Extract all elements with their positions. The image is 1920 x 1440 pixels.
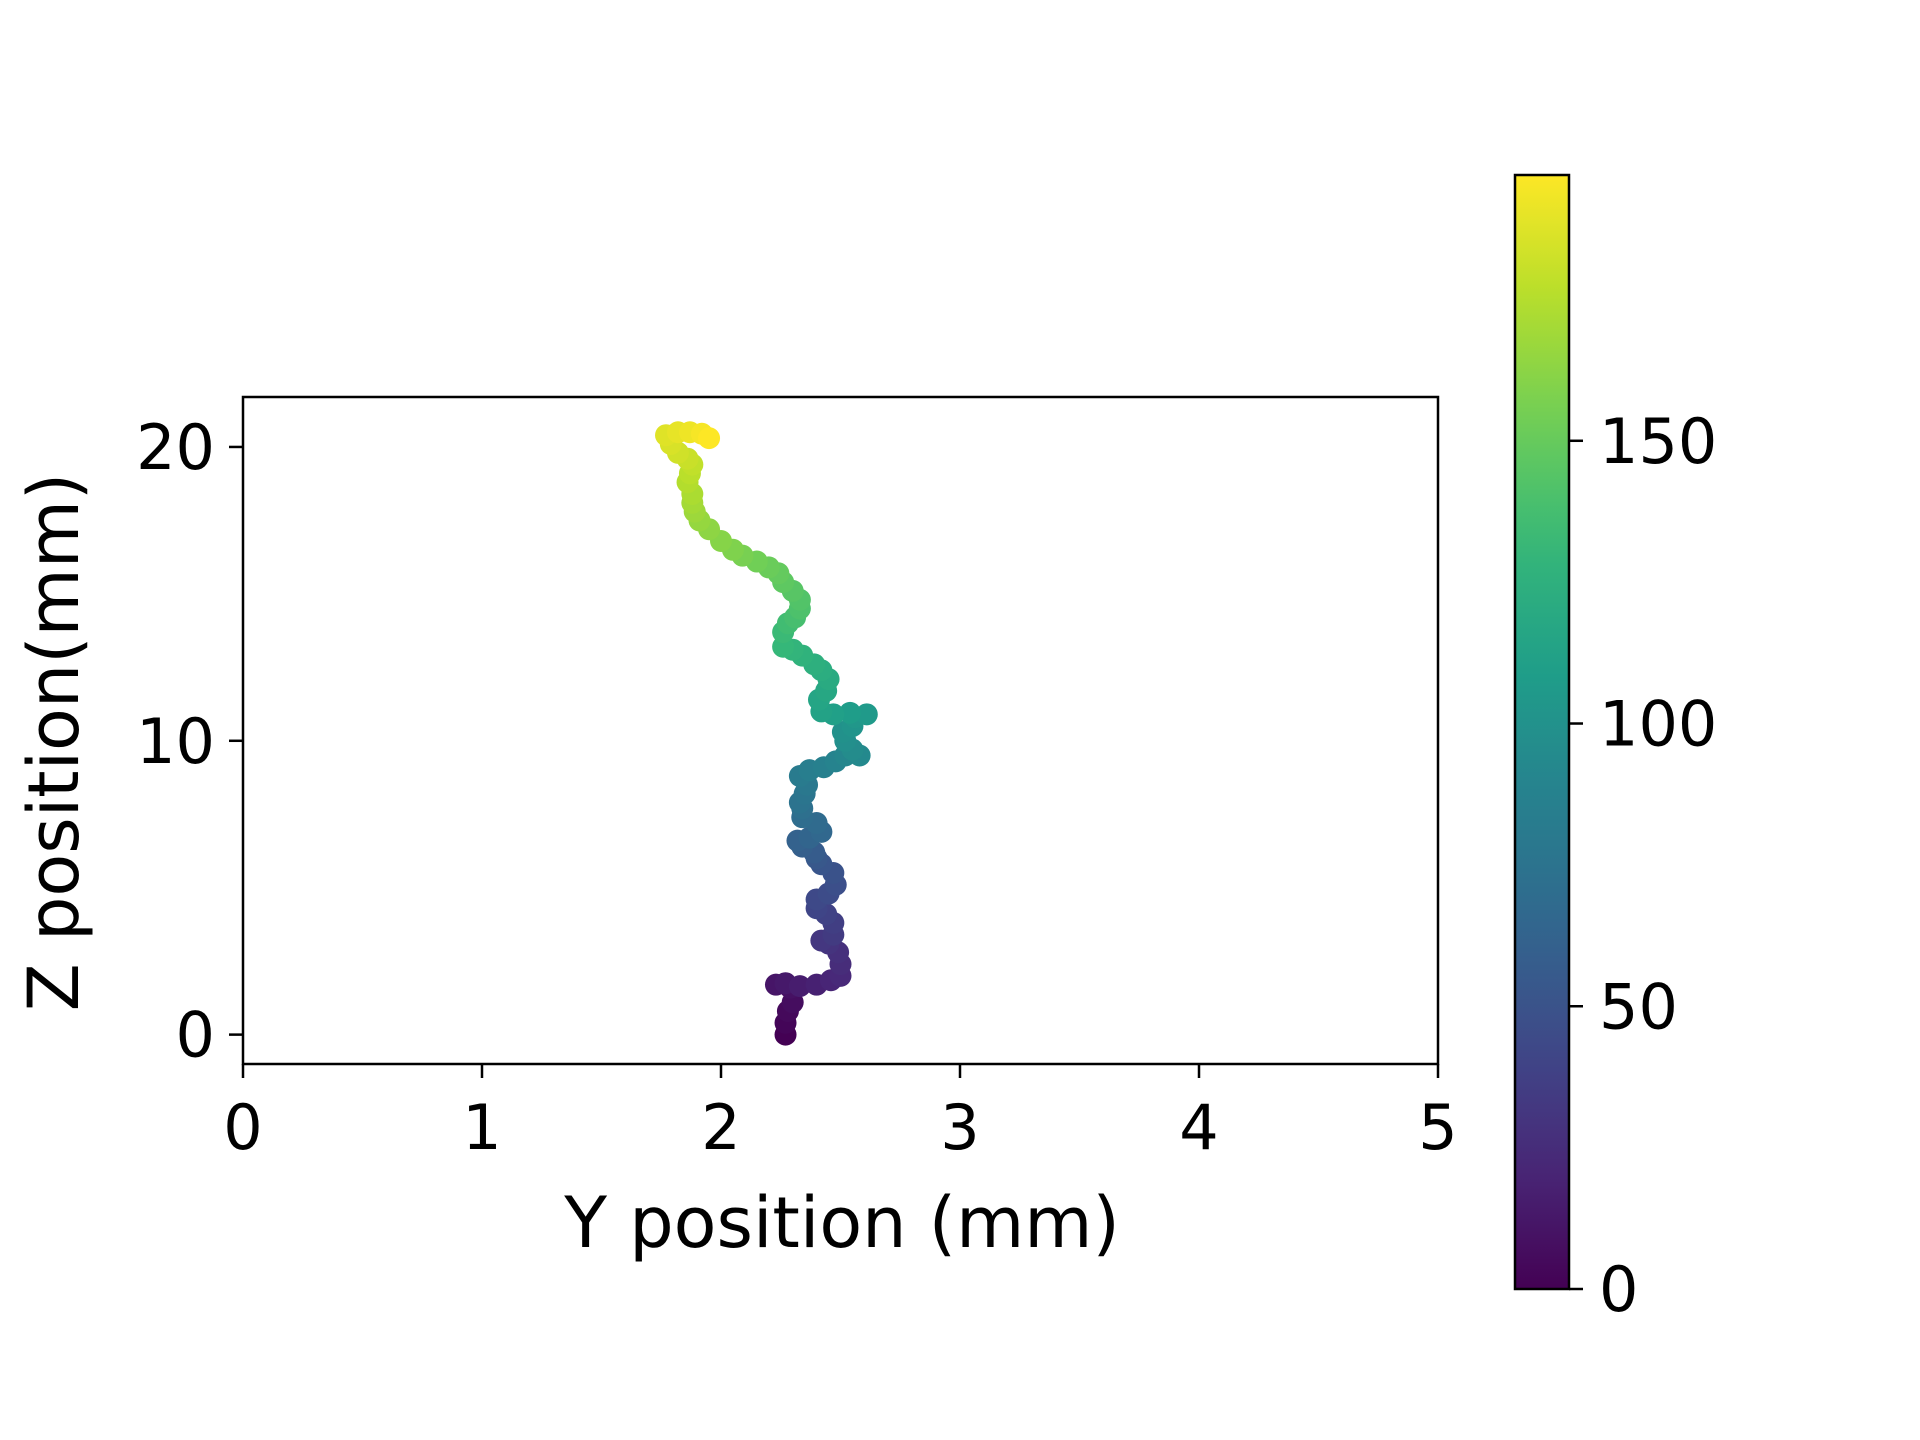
axes-frame: [241, 395, 1440, 1066]
colorbar-tick-label: 50: [1599, 970, 1678, 1043]
y-tick-label: 0: [176, 999, 215, 1072]
x-tick-label: 3: [940, 1091, 979, 1164]
x-tick-label: 5: [1418, 1091, 1457, 1164]
data-point: [698, 427, 721, 450]
colorbar-tick-label: 0: [1599, 1253, 1638, 1326]
data-point: [855, 703, 878, 726]
x-axis-label: Y position (mm): [563, 1182, 1120, 1264]
colorbar-tick-label: 150: [1599, 405, 1717, 478]
colorbar: 0 50 100 150: [1513, 173, 1717, 1326]
x-tick-label: 2: [701, 1091, 740, 1164]
y-tick-label: 20: [136, 411, 215, 484]
data-point: [788, 975, 811, 998]
x-tick-label: 0: [223, 1091, 262, 1164]
y-tick-label: 10: [136, 705, 215, 778]
data-point: [839, 701, 862, 724]
x-tick-label: 4: [1179, 1091, 1218, 1164]
x-tick-label: 1: [462, 1091, 501, 1164]
y-axis-label: Z position(mm): [13, 473, 95, 1011]
colorbar-gradient: [1513, 173, 1571, 1291]
colorbar-tick-label: 100: [1599, 688, 1717, 761]
plot-area: 0 1 2 3 4 5 0 10 20: [136, 395, 1458, 1164]
